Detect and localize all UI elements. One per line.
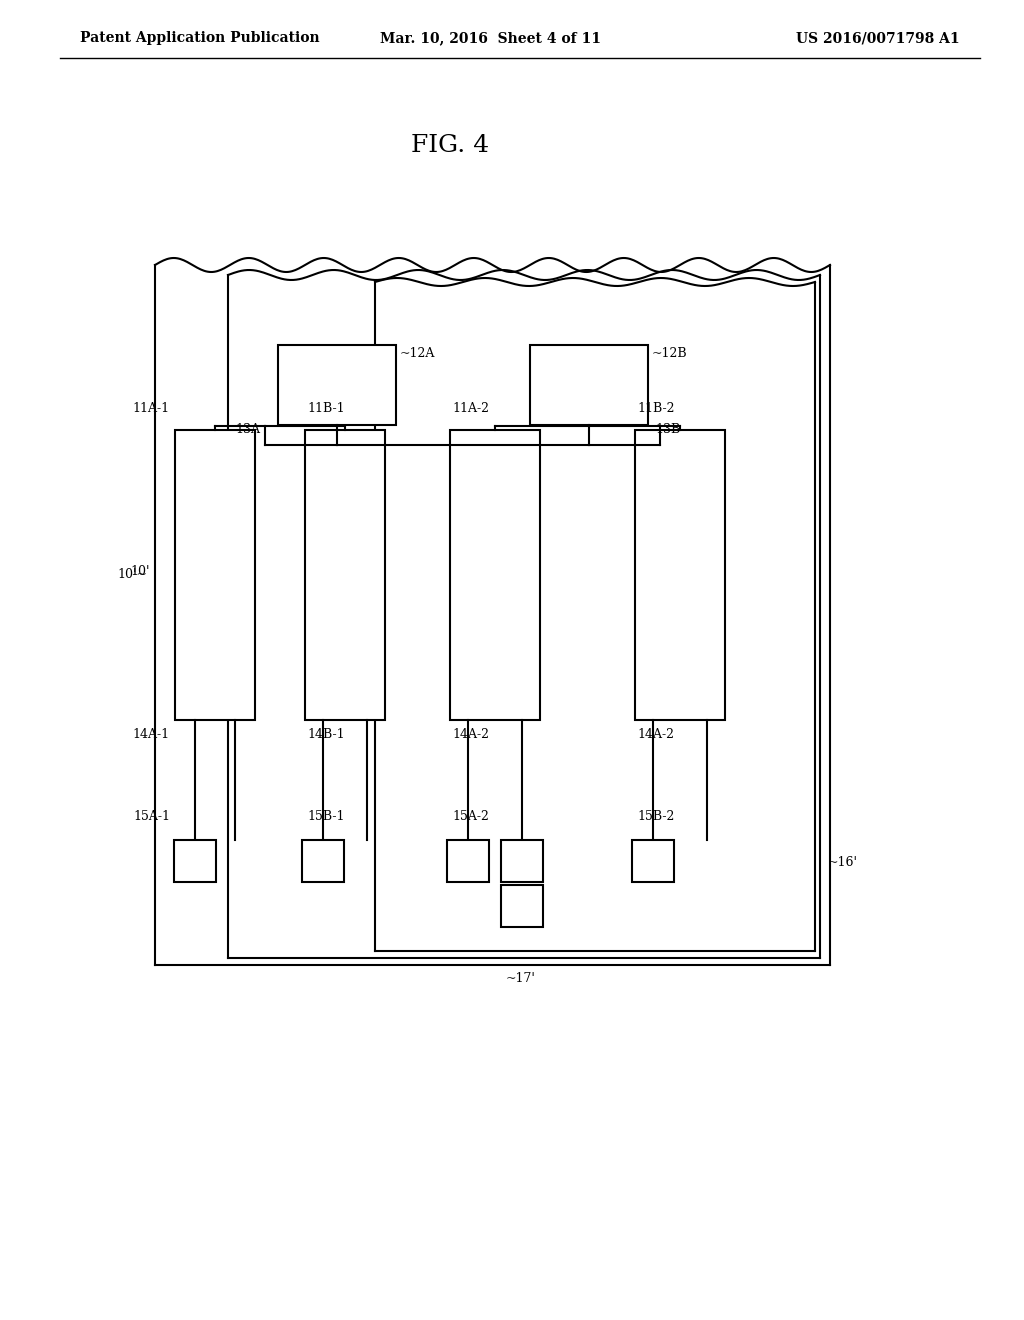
Text: 14A-1: 14A-1 [133, 729, 170, 741]
Text: 15B-1: 15B-1 [307, 810, 344, 822]
Text: 14B-1: 14B-1 [307, 729, 345, 741]
Text: 13A: 13A [234, 422, 260, 436]
Text: 11B-2: 11B-2 [637, 403, 675, 414]
Bar [632, 840, 674, 882]
Text: 10': 10' [130, 565, 150, 578]
Bar [450, 430, 540, 719]
Bar [302, 840, 344, 882]
Text: 13B: 13B [655, 422, 680, 436]
Bar [530, 345, 648, 425]
Text: 15A-2: 15A-2 [452, 810, 488, 822]
Bar [175, 430, 255, 719]
Text: FIG. 4: FIG. 4 [411, 133, 489, 157]
Text: 14A-2: 14A-2 [452, 729, 489, 741]
Text: US 2016/0071798 A1: US 2016/0071798 A1 [797, 30, 961, 45]
Text: Mar. 10, 2016  Sheet 4 of 11: Mar. 10, 2016 Sheet 4 of 11 [380, 30, 600, 45]
Bar [174, 840, 216, 882]
Bar [278, 345, 396, 425]
Text: 11B-1: 11B-1 [307, 403, 345, 414]
Text: ~16': ~16' [828, 855, 858, 869]
Text: ~12B: ~12B [652, 347, 688, 360]
Text: 10'~: 10'~ [117, 569, 147, 582]
Text: 15A-1: 15A-1 [133, 810, 170, 822]
Bar [501, 840, 543, 882]
Text: 15B-2: 15B-2 [637, 810, 675, 822]
Text: ~17': ~17' [506, 972, 536, 985]
Bar [501, 884, 543, 927]
Text: 11A-1: 11A-1 [133, 403, 170, 414]
Bar [447, 840, 489, 882]
Text: Patent Application Publication: Patent Application Publication [80, 30, 319, 45]
Text: 14A-2: 14A-2 [637, 729, 674, 741]
Bar [635, 430, 725, 719]
Text: ~12A: ~12A [400, 347, 435, 360]
Text: 11A-2: 11A-2 [452, 403, 489, 414]
Bar [305, 430, 385, 719]
